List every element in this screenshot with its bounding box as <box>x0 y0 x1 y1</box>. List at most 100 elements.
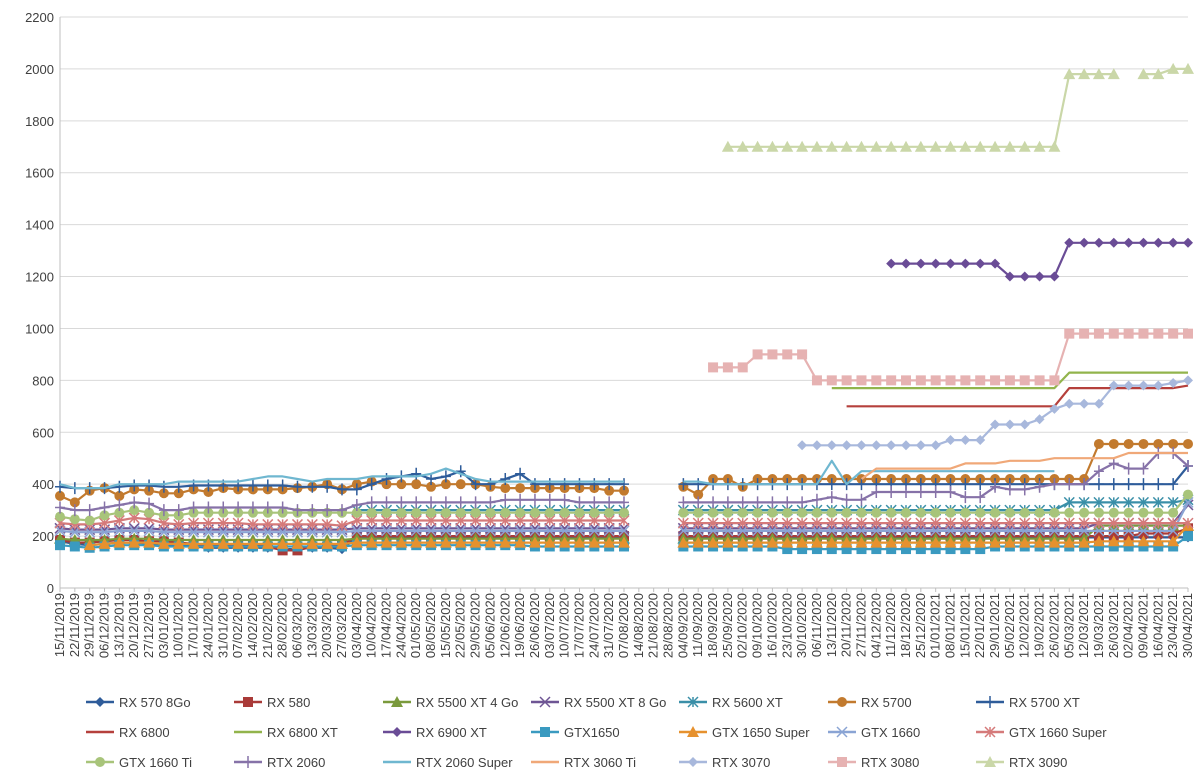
series-rtx-3090 <box>721 62 1194 152</box>
x-tick-label: 19/02/2021 <box>1032 593 1047 658</box>
legend-label: GTX 1650 Super <box>712 725 810 740</box>
data-point <box>737 362 748 373</box>
data-point <box>69 504 80 517</box>
data-point <box>604 496 615 509</box>
data-point <box>380 525 393 537</box>
data-point <box>543 536 556 548</box>
legend-marker <box>243 756 253 768</box>
data-point <box>440 507 451 518</box>
data-point <box>603 536 616 548</box>
data-point <box>336 520 348 532</box>
data-point <box>426 481 437 492</box>
data-point <box>559 493 570 506</box>
data-point <box>515 507 526 518</box>
data-point <box>810 140 823 152</box>
data-point <box>202 517 214 529</box>
legend-marker <box>984 756 996 767</box>
data-point <box>929 140 942 152</box>
data-point <box>1138 380 1149 391</box>
data-point <box>929 536 942 548</box>
data-point <box>1123 237 1134 248</box>
data-point <box>470 507 481 518</box>
data-point <box>737 507 748 518</box>
data-point <box>959 517 971 529</box>
data-point <box>529 507 540 518</box>
data-point <box>515 493 526 506</box>
data-point <box>826 525 838 537</box>
data-point <box>782 507 793 518</box>
x-tick-label: 11/09/2020 <box>690 593 705 657</box>
legend-label: GTX 1660 Ti <box>119 755 192 770</box>
data-point <box>1123 478 1134 491</box>
data-point <box>990 375 1001 386</box>
data-point <box>217 537 230 549</box>
data-point <box>722 362 733 373</box>
legend-label: GTX1650 <box>564 725 620 740</box>
data-point <box>469 536 482 548</box>
data-point <box>499 536 512 548</box>
data-point <box>439 536 452 548</box>
data-point <box>782 349 793 360</box>
data-point <box>722 496 733 509</box>
data-point <box>677 517 689 529</box>
data-point <box>173 526 185 538</box>
data-point <box>856 507 867 518</box>
data-point <box>410 525 422 537</box>
x-tick-label: 06/03/2020 <box>289 593 304 658</box>
data-point <box>470 496 481 509</box>
data-point <box>84 526 96 538</box>
data-point <box>886 507 897 518</box>
data-point <box>1108 541 1119 552</box>
data-point <box>410 536 423 548</box>
legend-item: GTX 1660 <box>828 725 920 740</box>
data-point <box>1108 457 1119 470</box>
data-point <box>1152 517 1164 529</box>
data-point <box>930 258 941 269</box>
data-point <box>989 536 1002 548</box>
data-point <box>841 517 853 529</box>
data-point <box>811 525 823 537</box>
x-axis: 15/11/2019 22/11/2019 29/11/2019 06/12/2019… <box>52 587 1195 658</box>
data-point <box>1019 375 1030 386</box>
data-point <box>366 525 378 537</box>
data-point <box>1153 380 1164 391</box>
data-point <box>930 525 942 537</box>
data-point <box>217 517 229 529</box>
data-point <box>129 505 140 516</box>
data-point <box>1168 438 1179 449</box>
data-point <box>1019 271 1030 282</box>
data-point <box>886 440 897 451</box>
data-point <box>989 517 1001 529</box>
data-point <box>811 507 822 518</box>
x-tick-label: 30/04/2021 <box>1180 593 1195 658</box>
data-point <box>84 515 95 526</box>
data-point <box>454 536 467 548</box>
data-point <box>321 526 333 538</box>
data-point <box>766 525 778 537</box>
data-point <box>782 544 793 555</box>
x-tick-label: 22/05/2020 <box>453 593 468 658</box>
data-point <box>203 501 214 514</box>
data-point <box>485 478 496 491</box>
data-point <box>900 525 912 537</box>
data-point <box>841 525 853 537</box>
data-point <box>1048 517 1060 529</box>
legend-marker <box>836 726 848 738</box>
legend-marker <box>984 726 996 738</box>
data-point <box>871 507 882 518</box>
data-point <box>782 496 793 509</box>
data-point <box>588 536 601 548</box>
data-point <box>930 544 941 555</box>
data-point <box>960 435 971 446</box>
data-point <box>217 526 229 538</box>
data-point <box>841 544 852 555</box>
data-point <box>276 537 289 549</box>
data-point <box>1183 460 1193 473</box>
x-tick-label: 15/11/2019 <box>52 593 67 657</box>
data-point <box>974 140 987 152</box>
x-tick-label: 27/11/2020 <box>853 593 868 657</box>
data-point <box>693 478 704 491</box>
x-tick-label: 12/06/2020 <box>497 593 512 658</box>
data-point <box>752 525 764 537</box>
